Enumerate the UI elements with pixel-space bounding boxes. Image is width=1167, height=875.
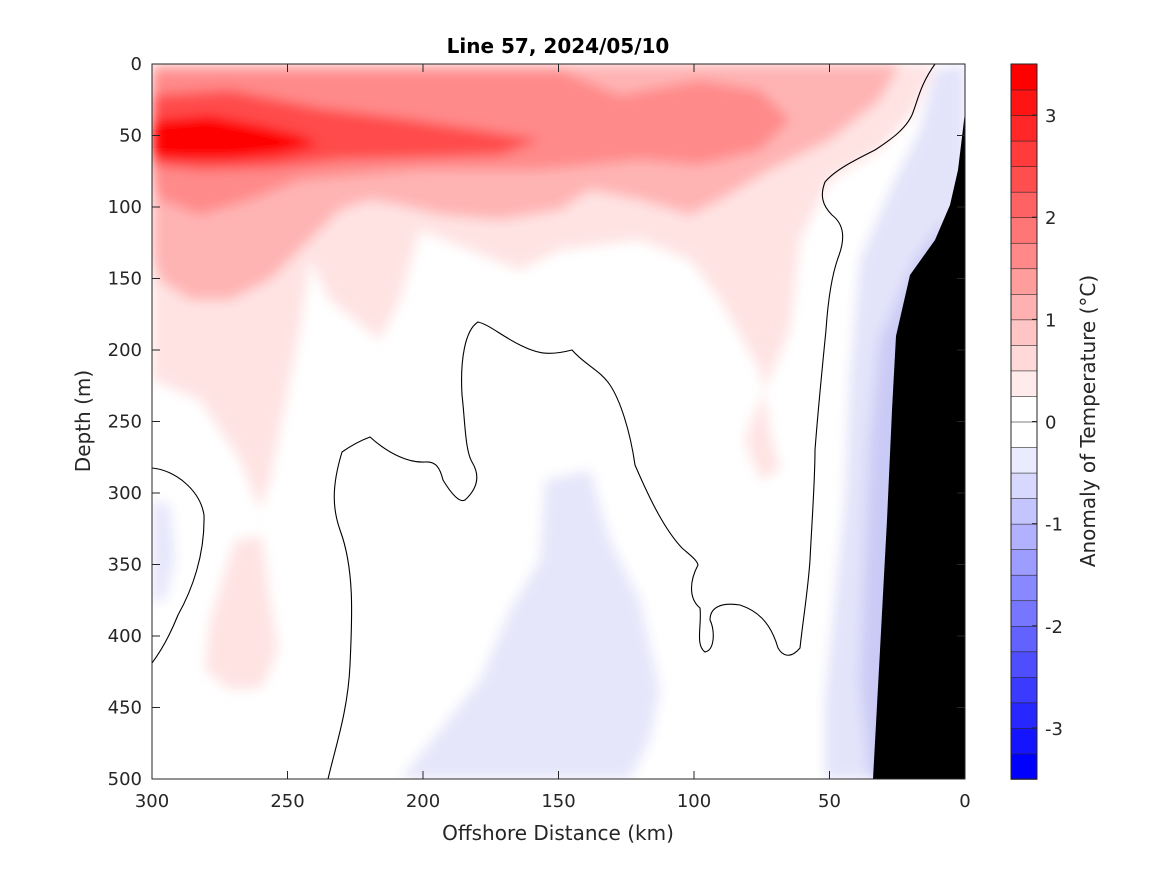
- y-tick-label: 250: [108, 412, 142, 433]
- colorbar-segment: [1010, 446, 1038, 474]
- colorbar: [1010, 63, 1038, 780]
- y-axis-label: Depth (m): [71, 370, 95, 472]
- colorbar-segment: [1010, 421, 1038, 448]
- colorbar-segment: [1010, 242, 1038, 270]
- colorbar-tick-label: -1: [1045, 515, 1063, 536]
- colorbar-segment: [1010, 191, 1038, 219]
- chart-title: Line 57, 2024/05/10: [447, 34, 670, 58]
- y-tick-label: 0: [131, 54, 142, 75]
- y-tick-label: 200: [108, 340, 142, 361]
- cool-patch-offshore: [152, 500, 175, 602]
- y-tick-label: 50: [119, 126, 142, 147]
- x-axis-label: Offshore Distance (km): [442, 821, 674, 845]
- y-tick-label: 500: [108, 769, 142, 790]
- y-tick-label: 400: [108, 626, 142, 647]
- x-axis: 300 250 200 150 100 50 0: [135, 64, 971, 812]
- y-tick-label: 150: [108, 269, 142, 290]
- colorbar-tick-label: 0: [1045, 413, 1056, 434]
- colorbar-segment: [1010, 319, 1038, 346]
- colorbar-tick-label: -3: [1045, 719, 1063, 740]
- warm-core: [152, 115, 320, 160]
- seafloor-bathymetry: [873, 112, 965, 779]
- colorbar-segment: [1010, 114, 1038, 142]
- colorbar-segment: [1010, 216, 1038, 244]
- colorbar-segment: [1010, 395, 1038, 423]
- colorbar-segment: [1010, 267, 1038, 295]
- x-tick-label: 100: [677, 791, 711, 812]
- colorbar-segment: [1010, 344, 1038, 372]
- colorbar-segment: [1010, 293, 1038, 321]
- y-tick-label: 450: [108, 698, 142, 719]
- colorbar-segment: [1010, 89, 1038, 116]
- colorbar-segment: [1010, 523, 1038, 550]
- colorbar-segment: [1010, 753, 1038, 780]
- x-tick-label: 200: [406, 791, 440, 812]
- colorbar-tick-label: 3: [1045, 106, 1056, 127]
- colorbar-segment: [1010, 574, 1038, 602]
- plot-area: [152, 64, 965, 779]
- colorbar-label: Anomaly of Temperature (°C): [1076, 275, 1100, 567]
- colorbar-segment: [1010, 472, 1038, 499]
- colorbar-segment: [1010, 599, 1038, 627]
- colorbar-segment: [1010, 676, 1038, 704]
- warm-patch-deep: [205, 536, 278, 690]
- colorbar-segment: [1010, 497, 1038, 525]
- zero-contour-central: [327, 64, 936, 779]
- colorbar-tick-label: 2: [1045, 208, 1056, 229]
- colorbar-segment: [1010, 140, 1038, 167]
- x-tick-label: 250: [270, 791, 304, 812]
- colorbar-segment: [1010, 370, 1038, 397]
- x-tick-label: 50: [818, 791, 841, 812]
- colorbar-tick-label: -2: [1045, 617, 1063, 638]
- colorbar-segment: [1010, 548, 1038, 576]
- y-tick-label: 100: [108, 197, 142, 218]
- colorbar-segment: [1010, 63, 1038, 91]
- colorbar-segment: [1010, 165, 1038, 193]
- colorbar-segment: [1010, 625, 1038, 653]
- y-tick-label: 350: [108, 555, 142, 576]
- cool-patch-deep: [400, 470, 660, 779]
- x-tick-label: 0: [959, 791, 970, 812]
- x-tick-label: 150: [541, 791, 575, 812]
- x-tick-label: 300: [135, 791, 169, 812]
- colorbar-segment: [1010, 727, 1038, 755]
- zero-contour-offshore: [152, 467, 205, 664]
- y-tick-label: 300: [108, 483, 142, 504]
- colorbar-segment: [1010, 651, 1038, 678]
- colorbar-tick-label: 1: [1045, 310, 1056, 331]
- zero-contours: [152, 64, 936, 779]
- y-axis: 0 50 100 150 200 250 300 350 400 450 500: [108, 54, 965, 790]
- colorbar-segment: [1010, 702, 1038, 729]
- colorbar-ticks: 3 2 1 0 -1 -2 -3: [1032, 106, 1063, 740]
